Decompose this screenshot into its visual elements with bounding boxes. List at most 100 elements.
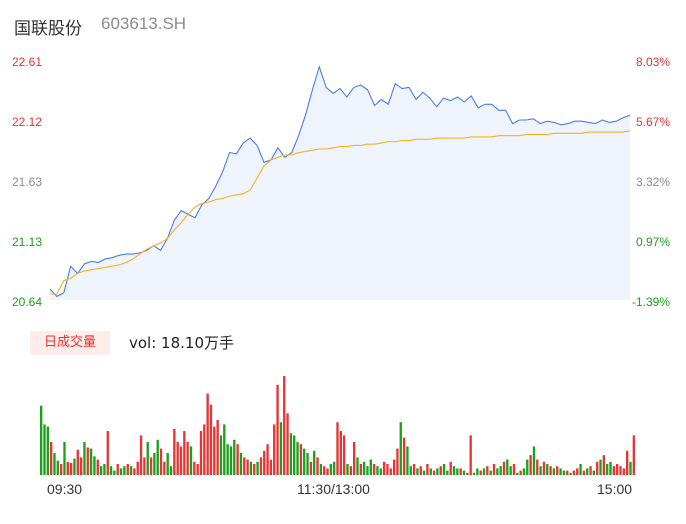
- intraday-price-chart: [49, 64, 631, 300]
- volume-bar: [293, 435, 296, 475]
- volume-bar: [63, 442, 66, 475]
- volume-bar: [189, 446, 193, 475]
- volume-bar: [466, 472, 469, 475]
- volume-bar: [412, 464, 416, 475]
- volume-bar: [396, 448, 399, 475]
- volume-bar: [146, 442, 149, 475]
- volume-bar: [612, 466, 616, 475]
- volume-bar: [166, 453, 169, 475]
- time-tick-open: 09:30: [47, 481, 83, 497]
- volume-bar: [286, 413, 289, 475]
- volume-bar: [306, 453, 309, 475]
- volume-bar: [572, 470, 576, 475]
- volume-bar: [469, 435, 472, 475]
- volume-bar: [103, 464, 106, 475]
- volume-bar: [492, 464, 496, 475]
- volume-bar: [339, 431, 342, 475]
- volume-bar: [59, 464, 63, 475]
- volume-bar: [236, 444, 239, 475]
- volume-bar: [569, 472, 572, 475]
- volume-bar: [336, 422, 339, 475]
- volume-bar: [83, 442, 86, 475]
- volume-bar: [489, 470, 492, 475]
- volume-bar: [156, 439, 159, 475]
- volume-bar: [263, 450, 266, 475]
- volume-bar: [233, 439, 236, 475]
- volume-bar: [159, 448, 163, 475]
- price-line: [49, 64, 631, 298]
- price-tick-left: 20.64: [12, 295, 43, 309]
- volume-bar: [392, 459, 396, 475]
- volume-bar: [442, 464, 446, 475]
- volume-bar: [126, 464, 129, 475]
- volume-bar: [352, 442, 356, 475]
- volume-bar: [76, 449, 79, 475]
- volume-bar: [163, 461, 166, 475]
- volume-bar: [256, 461, 259, 475]
- volume-bar: [303, 448, 306, 475]
- volume-bar: [452, 466, 456, 475]
- pct-tick-right: 5.67%: [635, 115, 670, 129]
- volume-bar: [299, 444, 303, 475]
- volume-bar: [499, 466, 502, 475]
- volume-bar: [579, 464, 582, 475]
- volume-bar: [296, 442, 299, 475]
- volume-bar: [462, 470, 466, 475]
- volume-bar: [406, 446, 409, 475]
- volume-bar: [479, 470, 482, 475]
- volume-bar: [229, 446, 233, 475]
- volume-bar: [559, 468, 562, 475]
- volume-bar: [546, 464, 549, 475]
- volume-bar: [183, 431, 186, 475]
- volume-bar: [199, 431, 203, 475]
- volume-bar: [179, 446, 183, 475]
- volume-readout: vol: 18.10万手: [129, 334, 234, 352]
- volume-bar: [446, 470, 449, 475]
- time-tick-midday: 11:30/13:00: [297, 481, 370, 497]
- volume-bar: [609, 461, 612, 475]
- volume-bar: [512, 464, 516, 475]
- volume-bar: [46, 426, 49, 475]
- volume-bar: [519, 470, 522, 475]
- volume-bar: [379, 468, 382, 475]
- volume-bar: [116, 464, 119, 475]
- volume-bar: [109, 466, 113, 475]
- volume-bar: [73, 458, 76, 475]
- volume-bar: [619, 466, 622, 475]
- pct-tick-right: 0.97%: [635, 235, 670, 249]
- volume-bar: [143, 457, 146, 475]
- volume-bar: [486, 466, 489, 475]
- volume-bar: [216, 420, 219, 475]
- volume-bar: [49, 442, 53, 475]
- volume-bar: [346, 464, 349, 475]
- volume-bar: [279, 422, 283, 475]
- volume-bar: [69, 462, 73, 475]
- volume-bar: [629, 461, 632, 475]
- volume-bar: [133, 468, 136, 475]
- volume-bar: [206, 393, 209, 475]
- volume-bar: [419, 466, 422, 475]
- volume-bar: [316, 457, 319, 475]
- price-tick-left: 21.13: [12, 235, 43, 249]
- volume-bar: [93, 456, 96, 475]
- stock-name: 国联股份: [14, 19, 82, 39]
- volume-bar: [369, 459, 372, 475]
- volume-bar: [602, 455, 606, 475]
- volume-bar: [43, 424, 46, 475]
- volume-bar: [386, 464, 389, 475]
- volume-bar: [196, 464, 199, 475]
- volume-bar: [53, 453, 56, 475]
- volume-bar: [439, 466, 442, 475]
- volume-bar: [309, 461, 313, 475]
- volume-bar: [79, 457, 83, 475]
- volume-bar: [276, 384, 279, 475]
- volume-bar: [632, 435, 635, 475]
- volume-bar: [86, 447, 89, 475]
- volume-bar: [329, 464, 333, 475]
- volume-bar: [96, 459, 99, 475]
- volume-bar: [319, 464, 323, 475]
- volume-bar: [432, 470, 436, 475]
- volume-bar: [422, 470, 426, 475]
- tab-daily-volume[interactable]: 日成交量: [30, 331, 110, 355]
- volume-bar: [342, 435, 346, 475]
